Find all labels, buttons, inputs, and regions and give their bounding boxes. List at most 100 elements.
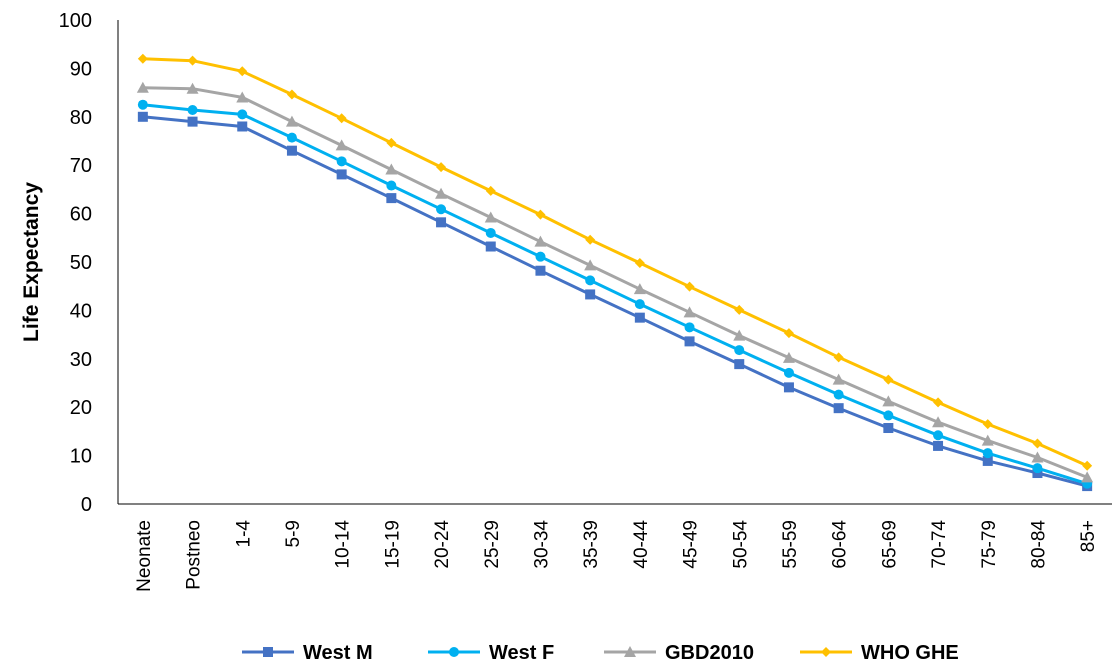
data-point <box>585 289 596 300</box>
series-line <box>141 86 1089 479</box>
y-tick-label: 60 <box>70 204 92 226</box>
legend-label: West M <box>303 642 373 664</box>
x-tick-label: 10-14 <box>333 520 354 569</box>
legend: West M West F GBD2010 WHO GHE <box>242 642 959 664</box>
data-point <box>933 397 944 408</box>
data-point <box>734 304 745 315</box>
x-tick-label: 40-44 <box>631 520 652 569</box>
legend-marker <box>624 646 636 657</box>
data-point <box>585 234 596 245</box>
data-point <box>683 306 696 318</box>
x-tick-label: 25-29 <box>482 520 503 569</box>
data-point <box>535 209 546 220</box>
y-tick-label: 0 <box>81 494 92 516</box>
y-tick-label: 40 <box>70 300 92 322</box>
data-point <box>782 351 795 363</box>
y-tick-label: 30 <box>70 349 92 371</box>
data-point <box>1032 438 1043 449</box>
data-point <box>982 455 993 466</box>
data-point <box>933 440 944 451</box>
data-point <box>187 116 198 127</box>
data-point <box>187 55 198 66</box>
data-point <box>783 382 794 393</box>
data-point <box>833 403 844 414</box>
y-tick-label: 70 <box>70 155 92 177</box>
data-point <box>982 448 993 459</box>
data-point <box>1032 463 1043 474</box>
data-point <box>137 111 148 122</box>
x-tick-label: 55-59 <box>780 520 801 569</box>
x-axis-ticks: Neonate Postneo 1-4 5-9 10-14 15-19 20-24 25-29… <box>134 520 1099 592</box>
x-tick-label: Neonate <box>134 520 155 592</box>
data-point <box>783 328 794 339</box>
series-line <box>141 57 1089 468</box>
x-tick-label: 85+ <box>1078 520 1099 552</box>
data-point <box>436 162 447 173</box>
series-west-f <box>137 99 1093 489</box>
data-point <box>237 66 248 77</box>
y-tick-label: 90 <box>70 58 92 80</box>
x-tick-label: 20-24 <box>432 520 453 569</box>
x-tick-label: 5-9 <box>283 520 304 547</box>
data-point <box>237 121 248 132</box>
data-point <box>286 145 297 156</box>
data-point <box>535 265 546 276</box>
data-point <box>336 156 347 167</box>
x-tick-label: Postneo <box>184 520 205 590</box>
x-tick-label: 50-54 <box>730 520 751 569</box>
data-point <box>336 169 347 180</box>
x-tick-label: 75-79 <box>979 520 1000 569</box>
data-point <box>484 211 497 223</box>
legend-marker <box>449 647 459 657</box>
data-point <box>435 187 448 199</box>
series-who-ghe <box>137 53 1093 471</box>
data-point <box>1031 451 1044 463</box>
x-tick-label: 15-19 <box>382 520 403 569</box>
y-tick-label: 80 <box>70 107 92 129</box>
data-point <box>585 275 596 286</box>
series-line <box>141 103 1089 486</box>
data-point <box>933 430 944 441</box>
data-point <box>534 235 547 247</box>
data-point <box>584 259 597 271</box>
data-point <box>137 99 148 110</box>
data-point <box>684 322 695 333</box>
legend-marker <box>821 647 831 657</box>
data-point <box>633 283 646 295</box>
x-tick-label: 1-4 <box>233 520 254 548</box>
data-point <box>634 299 645 310</box>
data-point <box>285 115 298 127</box>
data-point <box>1081 471 1094 483</box>
data-point <box>436 204 447 215</box>
data-point <box>186 82 199 94</box>
data-point <box>385 163 398 175</box>
data-point <box>684 281 695 292</box>
data-point <box>137 53 148 64</box>
data-point <box>833 389 844 400</box>
y-tick-label: 10 <box>70 446 92 468</box>
data-point <box>286 89 297 100</box>
legend-item: West M <box>242 642 373 664</box>
data-point <box>187 105 198 116</box>
data-point <box>535 251 546 262</box>
series-gbd2010 <box>136 81 1094 483</box>
series-west-m <box>137 111 1093 492</box>
legend-item: West F <box>428 642 554 664</box>
data-point <box>982 419 993 430</box>
data-point <box>386 137 397 148</box>
y-tick-label: 20 <box>70 397 92 419</box>
data-point <box>485 185 496 196</box>
legend-label: GBD2010 <box>665 642 754 664</box>
data-point <box>237 109 248 120</box>
data-point <box>883 423 894 434</box>
data-point <box>436 217 447 228</box>
data-point <box>136 81 149 93</box>
data-point <box>883 374 894 385</box>
y-axis-ticks: 0 10 20 30 40 50 60 70 80 90 100 <box>59 10 92 516</box>
y-tick-label: 100 <box>59 10 92 32</box>
x-tick-label: 70-74 <box>929 520 950 569</box>
data-point <box>734 345 745 356</box>
y-tick-label: 50 <box>70 252 92 274</box>
data-point <box>485 241 496 252</box>
data-point <box>485 227 496 238</box>
